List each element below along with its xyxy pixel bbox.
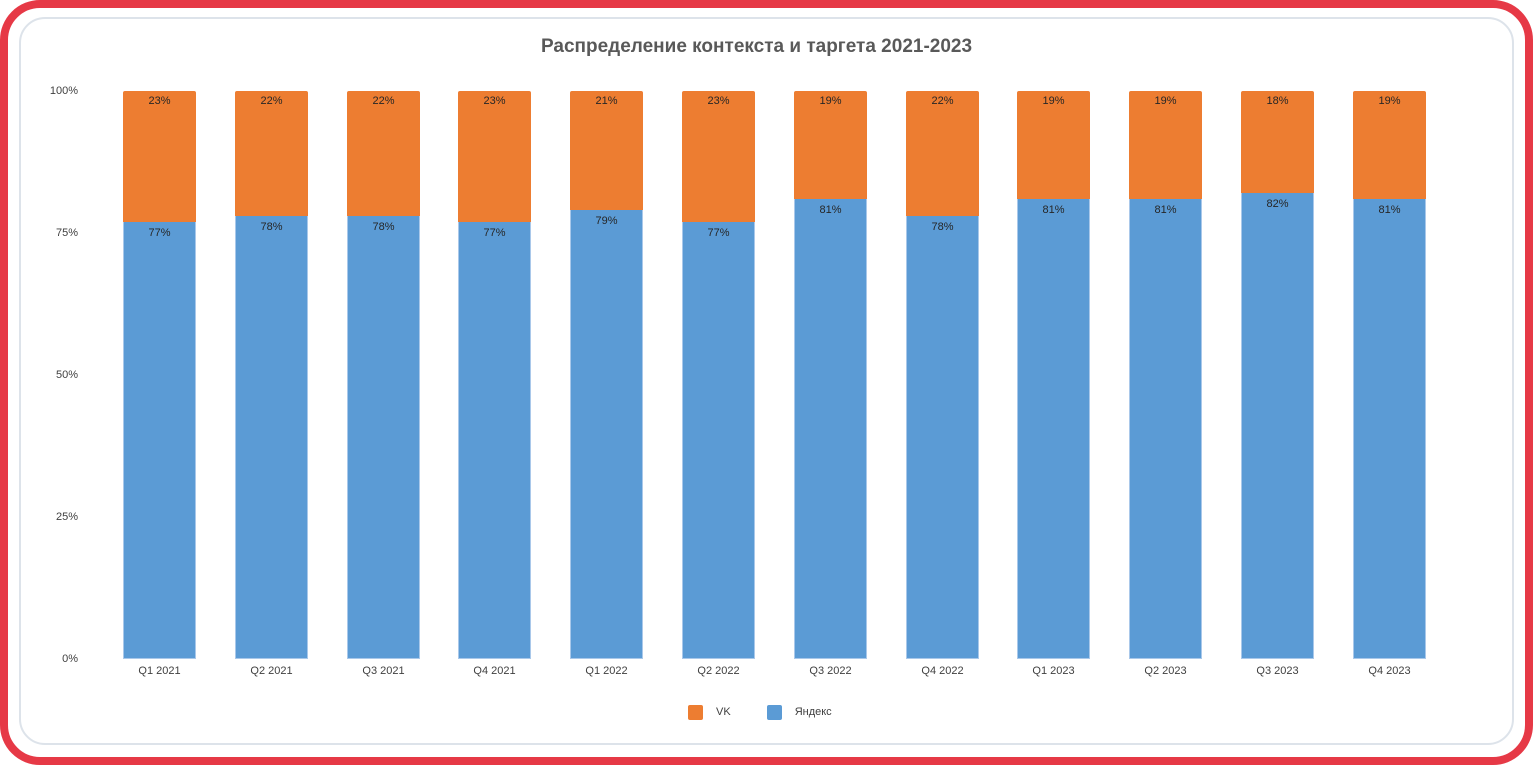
- data-label-vk: 18%: [1266, 95, 1289, 107]
- bar-q1-2023[interactable]: 19% 81%: [1017, 91, 1090, 659]
- bar-segment-yandex[interactable]: 77%: [458, 221, 531, 659]
- data-label-yandex: 81%: [1154, 203, 1177, 216]
- legend: VK Яндекс: [688, 704, 868, 720]
- data-label-yandex: 78%: [260, 220, 283, 233]
- data-label-yandex: 82%: [1266, 198, 1289, 211]
- data-label-vk: 19%: [819, 95, 842, 107]
- x-tick-label: Q2 2023: [1144, 665, 1187, 677]
- data-label-yandex: 81%: [819, 203, 842, 216]
- bar-q1-2022[interactable]: 21% 79%: [570, 91, 643, 659]
- data-label-vk: 22%: [260, 95, 283, 107]
- bar-segment-yandex[interactable]: 81%: [1017, 198, 1090, 659]
- x-tick-label: Q1 2022: [585, 665, 628, 677]
- data-label-vk: 22%: [931, 95, 954, 107]
- data-label-yandex: 77%: [148, 226, 171, 239]
- bar-segment-vk[interactable]: 23%: [123, 91, 196, 222]
- bar-q3-2021[interactable]: 22% 78%: [347, 91, 420, 659]
- data-label-vk: 22%: [372, 95, 395, 107]
- bar-q2-2022[interactable]: 23% 77%: [682, 91, 755, 659]
- x-tick-label: Q3 2021: [362, 665, 405, 677]
- x-tick-label: Q3 2023: [1256, 665, 1299, 677]
- y-tick-50: 50%: [55, 369, 78, 381]
- bar-segment-yandex[interactable]: 77%: [682, 221, 755, 659]
- x-tick-label: Q2 2022: [697, 665, 740, 677]
- legend-label-yandex: Яндекс: [794, 706, 832, 718]
- bar-segment-vk[interactable]: 19%: [1353, 91, 1426, 199]
- bar-segment-vk[interactable]: 22%: [906, 91, 979, 216]
- x-tick-label: Q3 2022: [809, 665, 852, 677]
- data-label-yandex: 77%: [483, 226, 506, 239]
- legend-swatch-vk: [688, 704, 703, 720]
- bar-segment-vk[interactable]: 19%: [794, 91, 867, 199]
- bar-segment-vk[interactable]: 23%: [682, 91, 755, 222]
- bar-segment-yandex[interactable]: 78%: [347, 215, 420, 659]
- x-tick-label: Q4 2021: [473, 665, 516, 677]
- chart-title: Распределение контекста и таргета 2021-2…: [540, 36, 973, 57]
- bar-segment-yandex[interactable]: 77%: [123, 221, 196, 659]
- bar-segment-yandex[interactable]: 81%: [1129, 198, 1202, 659]
- data-label-vk: 23%: [707, 95, 730, 107]
- data-label-yandex: 79%: [595, 215, 618, 228]
- bar-segment-yandex[interactable]: 81%: [1353, 198, 1426, 659]
- y-tick-75: 75%: [55, 227, 78, 239]
- legend-item-vk[interactable]: VK: [688, 704, 731, 720]
- x-tick-label: Q1 2021: [138, 665, 181, 677]
- data-label-vk: 23%: [148, 95, 171, 107]
- bar-segment-yandex[interactable]: 78%: [235, 215, 308, 659]
- x-tick-label: Q2 2021: [250, 665, 293, 677]
- legend-item-yandex[interactable]: Яндекс: [766, 704, 832, 720]
- y-tick-100: 100%: [49, 85, 78, 97]
- bar-q4-2022[interactable]: 22% 78%: [906, 91, 979, 659]
- bar-q4-2023[interactable]: 19% 81%: [1353, 91, 1426, 659]
- data-label-yandex: 78%: [372, 220, 395, 233]
- bar-q3-2022[interactable]: 19% 81%: [794, 91, 867, 659]
- bar-segment-vk[interactable]: 19%: [1129, 91, 1202, 199]
- data-label-vk: 21%: [595, 95, 618, 107]
- bar-q2-2023[interactable]: 19% 81%: [1129, 91, 1202, 659]
- y-tick-25: 25%: [55, 511, 78, 523]
- bar-segment-yandex[interactable]: 78%: [906, 215, 979, 659]
- data-label-vk: 19%: [1042, 95, 1065, 107]
- legend-swatch-yandex: [766, 704, 782, 720]
- data-label-yandex: 77%: [707, 226, 730, 239]
- bar-segment-vk[interactable]: 22%: [235, 91, 308, 216]
- data-label-yandex: 78%: [931, 220, 954, 233]
- bar-segment-vk[interactable]: 19%: [1017, 91, 1090, 199]
- bar-q3-2023[interactable]: 18% 82%: [1241, 91, 1314, 659]
- bar-q2-2021[interactable]: 22% 78%: [235, 91, 308, 659]
- data-label-vk: 23%: [483, 95, 506, 107]
- x-tick-label: Q1 2023: [1032, 665, 1075, 677]
- data-label-yandex: 81%: [1042, 203, 1065, 216]
- bar-segment-yandex[interactable]: 81%: [794, 198, 867, 659]
- bar-segment-vk[interactable]: 23%: [458, 91, 531, 222]
- bar-segment-yandex[interactable]: 79%: [570, 210, 643, 659]
- bar-segment-vk[interactable]: 22%: [347, 91, 420, 216]
- bar-q4-2021[interactable]: 23% 77%: [458, 91, 531, 659]
- bar-segment-vk[interactable]: 18%: [1241, 91, 1314, 194]
- legend-label-vk: VK: [716, 706, 731, 718]
- y-tick-0: 0%: [62, 653, 78, 665]
- bar-segment-yandex[interactable]: 82%: [1241, 193, 1314, 659]
- data-label-yandex: 81%: [1378, 203, 1401, 216]
- data-label-vk: 19%: [1154, 95, 1177, 107]
- bar-segment-vk[interactable]: 21%: [570, 91, 643, 211]
- bar-q1-2021[interactable]: 23% 77%: [123, 91, 196, 659]
- data-label-vk: 19%: [1378, 95, 1401, 107]
- x-tick-label: Q4 2022: [921, 665, 964, 677]
- x-tick-label: Q4 2023: [1368, 665, 1411, 677]
